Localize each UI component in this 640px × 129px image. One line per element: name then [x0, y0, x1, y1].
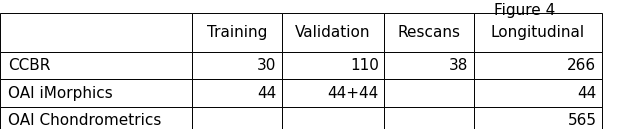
Text: Validation: Validation: [295, 25, 371, 40]
Bar: [0, 52, 192, 79]
Bar: [384, 52, 474, 79]
Text: CCBR: CCBR: [8, 58, 50, 73]
Bar: [282, 79, 384, 107]
Bar: [0, 107, 192, 129]
Bar: [0, 13, 192, 52]
Bar: [282, 13, 384, 52]
Bar: [384, 107, 474, 129]
Text: 44+44: 44+44: [328, 86, 379, 101]
Bar: [474, 13, 602, 52]
Bar: [0, 79, 192, 107]
Bar: [282, 52, 384, 79]
Bar: [192, 107, 282, 129]
Text: 44: 44: [577, 86, 596, 101]
Text: 38: 38: [449, 58, 468, 73]
Text: Figure 4: Figure 4: [494, 3, 556, 18]
Bar: [384, 79, 474, 107]
Text: 110: 110: [350, 58, 379, 73]
Bar: [474, 107, 602, 129]
Text: 44: 44: [257, 86, 276, 101]
Bar: [192, 52, 282, 79]
Text: Longitudinal: Longitudinal: [490, 25, 585, 40]
Text: OAI iMorphics: OAI iMorphics: [8, 86, 113, 101]
Bar: [192, 13, 282, 52]
Text: OAI Chondrometrics: OAI Chondrometrics: [8, 113, 161, 128]
Text: 30: 30: [257, 58, 276, 73]
Text: 565: 565: [568, 113, 596, 128]
Bar: [474, 79, 602, 107]
Text: Training: Training: [207, 25, 267, 40]
Text: Rescans: Rescans: [397, 25, 460, 40]
Text: 266: 266: [567, 58, 596, 73]
Bar: [474, 52, 602, 79]
Bar: [384, 13, 474, 52]
Bar: [192, 79, 282, 107]
Bar: [282, 107, 384, 129]
